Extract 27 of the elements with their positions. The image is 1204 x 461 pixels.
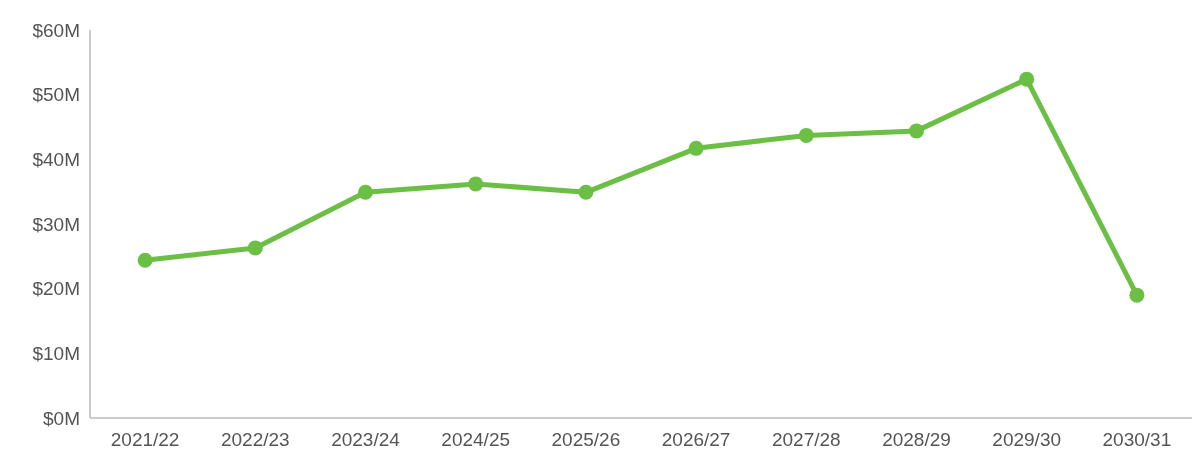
y-tick-label: $10M bbox=[32, 342, 80, 364]
y-tick-label: $50M bbox=[32, 84, 80, 106]
point bbox=[137, 252, 153, 268]
x-tick-label: 2022/23 bbox=[220, 429, 290, 450]
x-tick-label: 2025/26 bbox=[551, 429, 621, 450]
point bbox=[909, 123, 924, 139]
y-tick-label: $60M bbox=[32, 19, 80, 41]
point bbox=[688, 140, 704, 156]
y-tick-label: $30M bbox=[32, 213, 80, 235]
y-tick-label: $40M bbox=[32, 148, 80, 170]
x-tick-label: 2023/24 bbox=[331, 429, 401, 450]
point bbox=[798, 127, 814, 143]
point bbox=[1129, 287, 1145, 303]
x-tick-label: 2027/28 bbox=[771, 429, 841, 450]
point bbox=[358, 184, 373, 200]
point bbox=[578, 184, 594, 200]
x-tick-label: 2030/31 bbox=[1102, 429, 1172, 450]
x-tick-label: 2029/30 bbox=[992, 429, 1062, 450]
x-tick-label: 2021/22 bbox=[110, 429, 180, 450]
x-tick-label: 2026/27 bbox=[661, 429, 731, 450]
x-tick-label: 2024/25 bbox=[441, 429, 511, 450]
point bbox=[247, 240, 263, 256]
point bbox=[468, 176, 484, 192]
y-tick-label: $0M bbox=[43, 407, 80, 429]
point bbox=[1019, 71, 1035, 87]
x-tick-label: 2028/29 bbox=[882, 429, 951, 450]
y-tick-label: $20M bbox=[32, 278, 80, 300]
